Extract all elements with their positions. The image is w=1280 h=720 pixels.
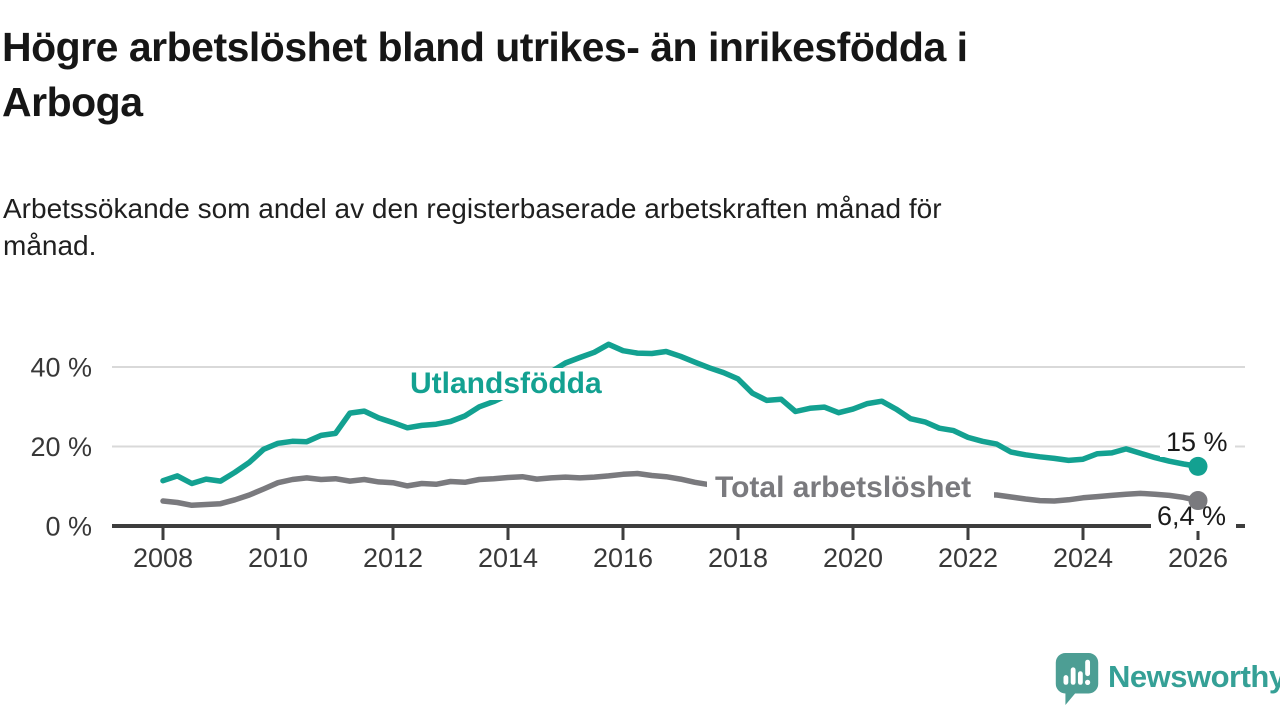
exclamation-bar bbox=[1085, 659, 1091, 677]
y-tick-label-0: 0 % bbox=[45, 512, 92, 542]
series-label-mask bbox=[707, 471, 994, 503]
x-tick-label-2020: 2020 bbox=[823, 543, 883, 573]
x-tick-label-2018: 2018 bbox=[708, 543, 768, 573]
bar-1 bbox=[1063, 675, 1069, 685]
chart-title-line1: Högre arbetslöshet bland utrikes- än inr… bbox=[2, 24, 968, 70]
series-label-total: Total arbetslöshet bbox=[715, 471, 971, 504]
x-tick-label-2016: 2016 bbox=[593, 543, 653, 573]
chart-title-line2: Arboga bbox=[2, 79, 143, 125]
bar-3 bbox=[1077, 671, 1083, 685]
end-label-mask bbox=[1160, 429, 1235, 457]
series-end-dot-total bbox=[1188, 491, 1208, 511]
x-tick-label-2022: 2022 bbox=[938, 543, 998, 573]
chart-subtitle: Arbetssökande som andel av den registerb… bbox=[3, 190, 1203, 264]
y-tick-label-40: 40 % bbox=[30, 353, 92, 383]
end-value-label-utlandsfodda: 15 % bbox=[1166, 427, 1228, 457]
series-end-dot-utlandsfodda bbox=[1188, 456, 1208, 476]
series-line-total bbox=[160, 470, 1201, 509]
series-label-mask bbox=[404, 368, 618, 400]
series-label-utlandsfodda: Utlandsfödda bbox=[410, 367, 602, 400]
x-tick-label-2026: 2026 bbox=[1168, 543, 1228, 573]
y-tick-label-20: 20 % bbox=[30, 432, 92, 462]
chart-subtitle-line1: Arbetssökande som andel av den registerb… bbox=[3, 193, 942, 224]
newsworthy-logo-icon bbox=[1055, 652, 1099, 706]
newsworthy-logo: Newsworthy bbox=[1054, 652, 1280, 706]
series-line-utlandsfodda bbox=[160, 341, 1201, 487]
newsworthy-logo-text: Newsworthy bbox=[1108, 659, 1280, 694]
x-tick-label-2024: 2024 bbox=[1053, 543, 1113, 573]
x-tick-label-2014: 2014 bbox=[478, 543, 538, 573]
exclamation-dot bbox=[1085, 679, 1091, 685]
x-tick-label-2012: 2012 bbox=[363, 543, 423, 573]
chart-title: Högre arbetslöshet bland utrikes- än inr… bbox=[2, 20, 1212, 130]
speech-bubble-shape bbox=[1055, 652, 1099, 706]
chart-subtitle-line2: månad. bbox=[3, 230, 97, 261]
bar-2 bbox=[1070, 667, 1076, 685]
x-tick-label-2008: 2008 bbox=[133, 543, 193, 573]
x-tick-label-2010: 2010 bbox=[248, 543, 308, 573]
